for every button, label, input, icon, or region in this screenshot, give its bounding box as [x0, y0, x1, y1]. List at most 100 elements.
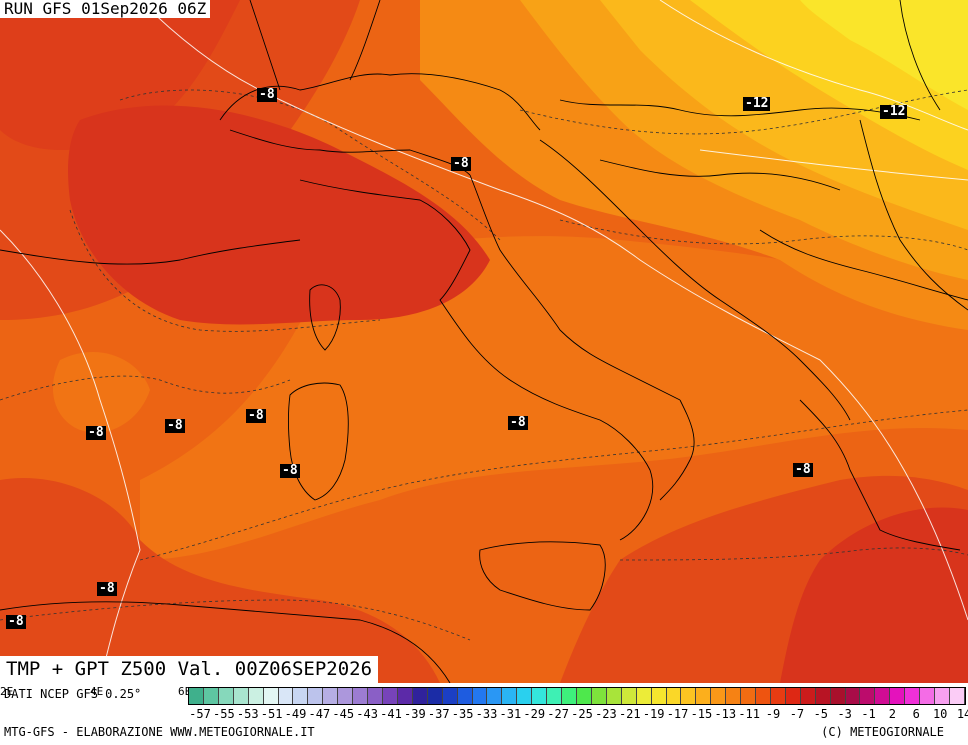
legend-tick-label: 2	[888, 707, 897, 721]
legend-tick-label: 14	[956, 707, 968, 721]
legend-tick-label: 10	[932, 707, 948, 721]
legend-color-cell	[233, 688, 249, 704]
contour-label: -8	[280, 463, 300, 478]
contour-label: -8	[86, 425, 106, 440]
legend-tick-label: -5	[813, 707, 829, 721]
footer-credit: MTG-GFS - ELABORAZIONE WWW.METEOGIORNALE…	[4, 725, 315, 739]
legend-tick-label: -47	[308, 707, 331, 721]
data-source-label: DATI NCEP GFS 0.25°	[4, 687, 142, 701]
legend-color-cell	[203, 688, 219, 704]
legend-color-cell	[427, 688, 443, 704]
legend-color-cell	[338, 688, 354, 704]
legend-color-cell	[800, 688, 816, 704]
legend-color-cell	[547, 688, 563, 704]
axis-edge-mid: 4E	[90, 685, 104, 698]
legend-tick-label: -9	[765, 707, 781, 721]
legend-tick-label: -49	[284, 707, 307, 721]
legend-color-cell	[935, 688, 951, 704]
legend-color-cell	[562, 688, 577, 704]
legend-color-cell	[726, 688, 742, 704]
legend-tick-label: -13	[714, 707, 737, 721]
contour-label: -8	[97, 581, 117, 596]
legend-color-cell	[576, 688, 592, 704]
legend-color-cell	[711, 688, 727, 704]
legend-tick-label: -19	[642, 707, 665, 721]
run-label: RUN GFS 01Sep2026 06Z	[0, 0, 211, 18]
legend-tick-label: -27	[547, 707, 569, 721]
legend-color-cell	[681, 688, 697, 704]
legend-tick-label: -7	[789, 707, 805, 721]
contour-label: -8	[246, 408, 266, 423]
legend-color-cell	[815, 688, 831, 704]
legend-tick-label: -23	[595, 707, 617, 721]
legend-color-cell	[323, 688, 339, 704]
legend-color-cell	[532, 688, 548, 704]
legend-color-cell	[890, 688, 906, 704]
legend-color-cell	[517, 688, 533, 704]
legend-color-cell	[756, 688, 771, 704]
legend-color-bar	[188, 687, 966, 705]
legend-color-cell	[666, 688, 682, 704]
contour-label: -8	[165, 418, 185, 433]
legend-color-cell	[741, 688, 757, 704]
legend-color-cell	[875, 688, 891, 704]
contour-label: -8	[793, 462, 813, 477]
legend-color-cell	[308, 688, 324, 704]
axis-edge-left: 2E	[0, 685, 14, 698]
legend-color-cell	[218, 688, 234, 704]
legend-color-cell	[785, 688, 801, 704]
legend-color-cell	[397, 688, 413, 704]
contour-label: -8	[451, 156, 471, 171]
contour-label: -8	[6, 614, 26, 629]
legend-color-cell	[845, 688, 861, 704]
legend-tick-label: -11	[738, 707, 760, 721]
contour-label: -8	[257, 87, 277, 102]
legend-tick-label: -35	[451, 707, 474, 721]
legend-color-cell	[830, 688, 846, 704]
axis-edge-right: 6E	[178, 685, 192, 698]
legend-color-cell	[293, 688, 309, 704]
legend-color-cell	[368, 688, 383, 704]
legend-color-cell	[382, 688, 398, 704]
legend-color-cell	[353, 688, 369, 704]
legend-tick-label: -21	[618, 707, 641, 721]
legend-tick-label: -33	[475, 707, 498, 721]
footer-copyright: (C) METEOGIORNALE	[821, 725, 944, 739]
legend-color-cell	[502, 688, 518, 704]
legend-tick-label: -29	[523, 707, 546, 721]
legend-color-cell	[696, 688, 712, 704]
legend-tick-label: -53	[236, 707, 259, 721]
legend-color-cell	[606, 688, 622, 704]
legend-color-cell	[263, 688, 279, 704]
legend-tick-label: -3	[837, 707, 852, 721]
legend-tick-label: -39	[404, 707, 426, 721]
legend-color-cell	[860, 688, 876, 704]
legend-tick-label: -1	[861, 707, 876, 721]
weather-map: RUN GFS 01Sep2026 06Z -8 -12 -12 -8 -8 -…	[0, 0, 968, 683]
legend-color-cell	[248, 688, 264, 704]
legend-color-cell	[636, 688, 652, 704]
legend-tick-label: -55	[213, 707, 235, 721]
legend-color-cell	[412, 688, 428, 704]
legend-color-cell	[950, 688, 965, 704]
legend-color-cell	[189, 688, 204, 704]
legend-color-cell	[621, 688, 637, 704]
legend-tick-label: -31	[499, 707, 522, 721]
legend-tick-label: -41	[380, 707, 402, 721]
contour-label: -12	[743, 96, 771, 111]
legend-color-cell	[457, 688, 473, 704]
legend-tick-label: -57	[189, 707, 211, 721]
legend-color-cell	[905, 688, 921, 704]
legend-tick-label: -45	[332, 707, 355, 721]
legend-tick-label: 6	[912, 707, 920, 721]
legend-tick-label: -25	[571, 707, 593, 721]
map-caption: TMP + GPT Z500 Val. 00Z06SEP2026	[0, 656, 379, 683]
contour-label: -12	[880, 104, 908, 119]
contour-label: -8	[508, 415, 528, 430]
legend-color-cell	[651, 688, 667, 704]
legend-color-cell	[278, 688, 294, 704]
temperature-field	[0, 0, 968, 683]
legend-color-cell	[920, 688, 936, 704]
legend-tick-label: -15	[690, 707, 713, 721]
legend-tick-label: -51	[260, 707, 283, 721]
